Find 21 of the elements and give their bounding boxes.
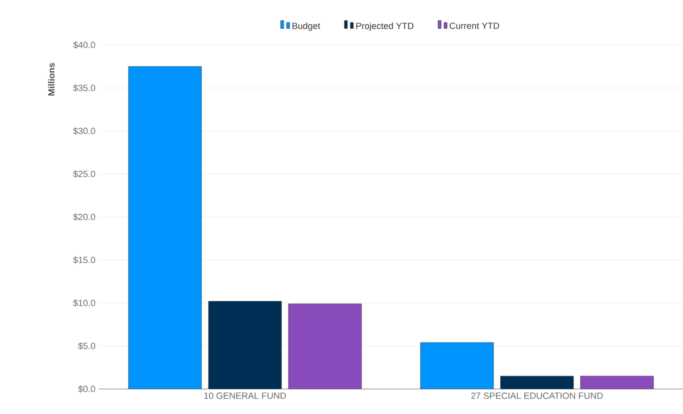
legend-label: Projected YTD [356, 22, 414, 31]
bar [420, 342, 494, 389]
bar [500, 376, 574, 389]
legend-label: Current YTD [450, 22, 500, 29]
legend-label: Budget [292, 22, 320, 31]
y-tick-label: $20.0 [73, 213, 96, 221]
y-tick-label: $40.0 [73, 41, 96, 49]
y-tick-label: $30.0 [73, 127, 96, 135]
y-tick-label: $10.0 [73, 299, 96, 307]
bar [288, 304, 362, 389]
y-tick-label: $0.0 [78, 385, 96, 393]
bar [128, 66, 202, 389]
y-tick-label: $15.0 [73, 256, 96, 264]
y-tick-label: $25.0 [73, 170, 96, 178]
y-tick-label: $35.0 [73, 84, 96, 92]
x-tick-label: 10 GENERAL FUND [204, 392, 286, 399]
bar [208, 301, 282, 389]
bar [580, 376, 654, 389]
y-axis-title: Millions [48, 63, 55, 96]
x-tick-label: 27 SPECIAL EDUCATION FUND [471, 392, 603, 399]
y-tick-label: $5.0 [78, 342, 96, 350]
